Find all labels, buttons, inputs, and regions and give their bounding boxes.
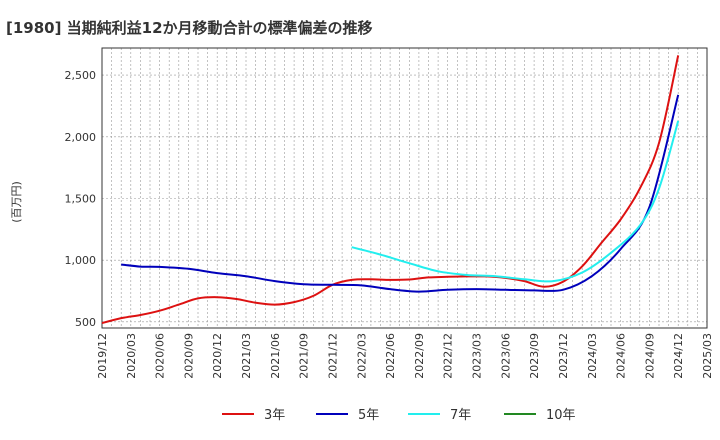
y-axis-label: (百万円) (10, 181, 23, 223)
x-tick-label: 2020/06 (154, 333, 167, 379)
y-tick-label: 1,500 (65, 192, 97, 205)
legend-label: 10年 (546, 408, 576, 423)
x-tick-label: 2020/03 (125, 333, 138, 379)
y-tick-label: 2,500 (65, 69, 97, 82)
y-tick-label: 500 (75, 316, 96, 329)
x-tick-label: 2021/09 (298, 333, 311, 379)
x-tick-label: 2022/12 (442, 333, 455, 379)
chart-title: [1980] 当期純利益12か月移動合計の標準偏差の推移 (6, 19, 373, 37)
x-tick-label: 2025/03 (701, 333, 714, 379)
legend-label: 3年 (264, 408, 285, 423)
legend: 3年 5年 7年 10年 (222, 408, 576, 423)
x-tick-label: 2023/03 (471, 333, 484, 379)
plot-border (101, 47, 708, 329)
series-lines (101, 55, 680, 325)
x-tick-label: 2022/03 (355, 333, 368, 379)
x-tick-label: 2021/03 (240, 333, 253, 379)
series-line (351, 120, 680, 283)
x-tick-label: 2021/12 (326, 333, 339, 379)
grid-lines (101, 48, 708, 328)
y-tick-label: 2,000 (65, 131, 97, 144)
x-tick-label: 2022/09 (413, 333, 426, 379)
x-axis: 2019/12 2020/03 2020/06 2020/09 2020/12 2021/… (96, 333, 714, 379)
plot-area (101, 47, 708, 329)
x-tick-label: 2024/09 (643, 333, 656, 379)
x-tick-label: 2020/09 (182, 333, 195, 379)
x-tick-label: 2024/06 (615, 333, 628, 379)
series-line (101, 55, 680, 325)
x-tick-label: 2023/09 (528, 333, 541, 379)
legend-label: 7年 (450, 408, 471, 423)
series-line (121, 94, 680, 293)
x-tick-label: 2024/03 (586, 333, 599, 379)
y-tick-label: 1,000 (65, 254, 97, 267)
legend-label: 5年 (358, 408, 379, 423)
y-axis: 500 1,000 1,500 2,000 2,500 (65, 69, 97, 329)
x-tick-label: 2022/06 (384, 333, 397, 379)
x-tick-label: 2023/06 (499, 333, 512, 379)
x-tick-label: 2024/12 (672, 333, 685, 379)
x-tick-label: 2023/12 (557, 333, 570, 379)
x-tick-label: 2019/12 (96, 333, 109, 379)
x-tick-label: 2020/12 (211, 333, 224, 379)
x-tick-label: 2021/06 (269, 333, 282, 379)
